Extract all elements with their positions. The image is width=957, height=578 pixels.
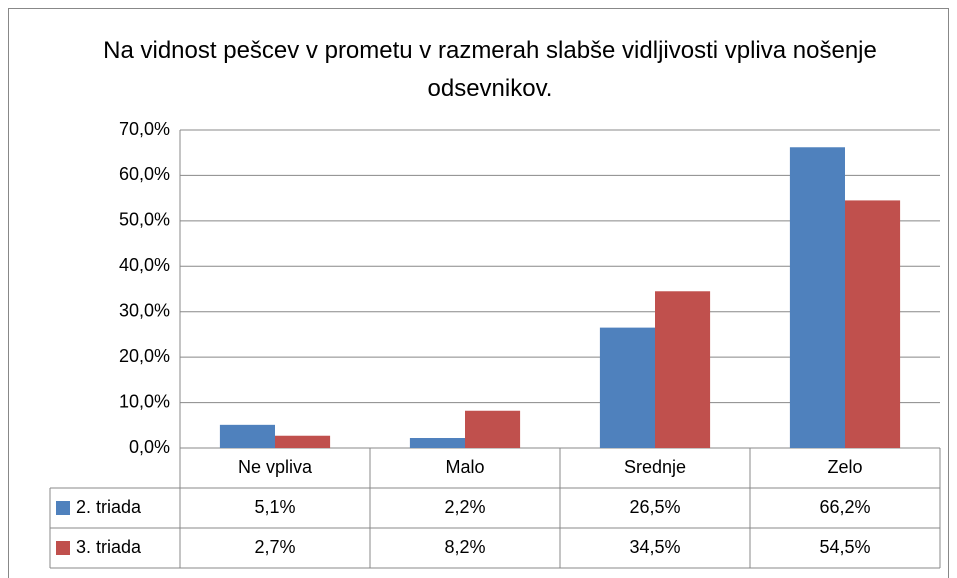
table-value: 54,5% [819, 537, 870, 557]
bar [789, 147, 845, 448]
y-tick-label: 0,0% [129, 437, 170, 457]
table-value: 26,5% [629, 497, 680, 517]
legend-swatch [56, 501, 70, 515]
table-value: 2,2% [444, 497, 485, 517]
x-tick-label: Ne vpliva [238, 457, 313, 477]
x-tick-label: Malo [445, 457, 484, 477]
bar [465, 410, 521, 448]
y-tick-label: 40,0% [119, 255, 170, 275]
legend-label: 2. triada [76, 497, 142, 517]
table-value: 66,2% [819, 497, 870, 517]
x-tick-label: Zelo [827, 457, 862, 477]
legend-swatch [56, 541, 70, 555]
y-tick-label: 30,0% [119, 300, 170, 320]
y-tick-label: 10,0% [119, 391, 170, 411]
table-value: 5,1% [254, 497, 295, 517]
bar [275, 435, 331, 448]
chart-border [8, 8, 949, 578]
y-tick-label: 70,0% [119, 119, 170, 139]
y-tick-label: 50,0% [119, 210, 170, 230]
table-value: 2,7% [254, 537, 295, 557]
y-tick-label: 20,0% [119, 346, 170, 366]
table-value: 8,2% [444, 537, 485, 557]
chart-title: Na vidnost pešcev v prometu v razmerah s… [103, 37, 877, 102]
bar [409, 438, 465, 448]
legend-label: 3. triada [76, 537, 142, 557]
bar [599, 327, 655, 448]
bar [845, 200, 901, 448]
bar [655, 291, 711, 448]
table-value: 34,5% [629, 537, 680, 557]
y-tick-label: 60,0% [119, 164, 170, 184]
bar [219, 424, 275, 448]
x-tick-label: Srednje [624, 457, 686, 477]
